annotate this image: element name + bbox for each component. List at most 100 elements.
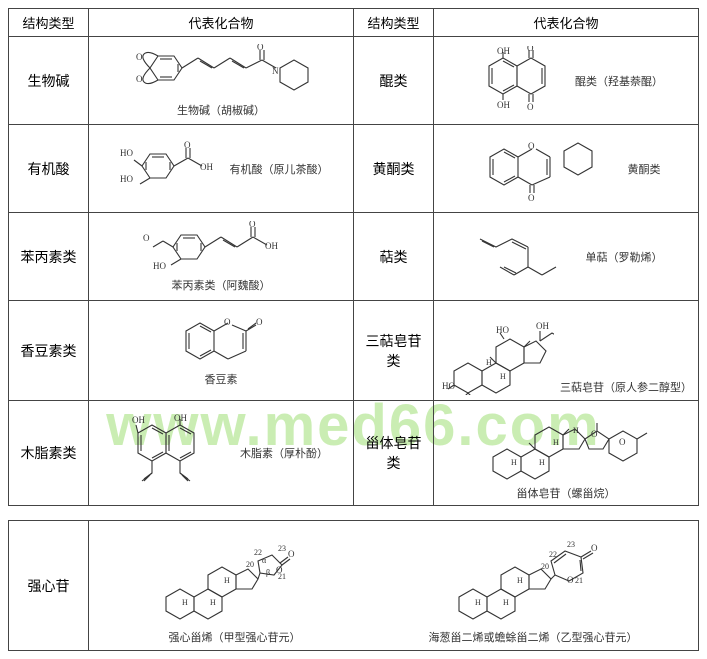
header-type-2: 结构类型 <box>354 9 434 37</box>
svg-text:O: O <box>288 549 295 559</box>
row-alkaloid-quinone: 生物碱 O O <box>9 37 699 125</box>
svg-text:H: H <box>182 598 188 607</box>
compound-magnolol: OH OH 木脂素（厚朴酚） <box>89 401 354 506</box>
row-phenylpropanoid-terpene: 苯丙素类 O <box>9 213 699 301</box>
svg-text:O: O <box>249 221 256 229</box>
caption-cardenolide: 强心甾烯（甲型强心苷元） <box>169 629 301 645</box>
structure-coumarin-svg: O O <box>166 315 276 369</box>
caption-ocimene: 单萜（罗勒烯） <box>586 249 663 265</box>
type-lignan: 木脂素类 <box>9 401 89 506</box>
type-phenylpropanoid: 苯丙素类 <box>9 213 89 301</box>
svg-text:H: H <box>486 358 492 367</box>
structure-cardenolide-svg: H H H O O <box>150 527 320 627</box>
compound-protopanaxadiol: HO HO OH H H <box>434 301 699 401</box>
caption-naphthoquinone: 醌类（羟基萘醌） <box>575 73 663 89</box>
svg-text:OH: OH <box>174 413 187 423</box>
svg-text:22: 22 <box>254 548 262 557</box>
structure-table-1: 结构类型 代表化合物 结构类型 代表化合物 生物碱 <box>8 8 699 506</box>
row-coumarin-triterpenoid: 香豆素类 O <box>9 301 699 401</box>
svg-text:23: 23 <box>278 544 286 553</box>
type-coumarin: 香豆素类 <box>9 301 89 401</box>
structure-table-2: 强心苷 H H H <box>8 520 699 651</box>
svg-text:O: O <box>256 317 263 327</box>
svg-text:O: O <box>528 193 535 201</box>
svg-text:β: β <box>266 568 270 577</box>
row-lignan-steroid: 木脂素类 OH OH <box>9 401 699 506</box>
svg-text:H: H <box>210 598 216 607</box>
caption-protocatechuic: 有机酸（原儿茶酸） <box>230 161 329 177</box>
type-steroid-saponin: 甾体皂苷类 <box>354 401 434 506</box>
compound-cardiac-glycoside: H H H O O <box>89 521 699 651</box>
compound-piperine: O O O <box>89 37 354 125</box>
svg-text:H: H <box>511 458 517 467</box>
structure-ferulic-svg: O HO O O <box>141 221 301 275</box>
svg-text:OH: OH <box>200 162 213 172</box>
structure-spirostane-svg: O O H H H H <box>481 405 651 483</box>
row-cardiac-glycoside: 强心苷 H H H <box>9 521 699 651</box>
caption-ferulic: 苯丙素类（阿魏酸） <box>172 277 271 293</box>
svg-text:HO: HO <box>120 174 133 184</box>
compound-flavone: O O <box>434 125 699 213</box>
type-organic-acid: 有机酸 <box>9 125 89 213</box>
svg-text:21: 21 <box>575 576 583 585</box>
row-organicacid-flavonoid: 有机酸 HO HO <box>9 125 699 213</box>
svg-text:H: H <box>503 598 509 607</box>
svg-text:22: 22 <box>549 550 557 559</box>
svg-text:O: O <box>143 233 150 243</box>
svg-text:OH: OH <box>536 321 549 331</box>
svg-text:OH: OH <box>497 100 510 110</box>
svg-text:H: H <box>539 458 545 467</box>
svg-text:21: 21 <box>278 572 286 581</box>
svg-text:HO: HO <box>496 325 509 335</box>
compound-coumarin: O O 香豆素 <box>89 301 354 401</box>
type-terpene: 萜类 <box>354 213 434 301</box>
svg-text:OH: OH <box>265 241 278 251</box>
type-cardiac-glycoside: 强心苷 <box>9 521 89 651</box>
structure-flavone-svg: O O <box>472 137 622 201</box>
svg-text:H: H <box>475 598 481 607</box>
structure-naphthoquinone-svg: O O OH OH <box>469 46 569 116</box>
svg-text:O: O <box>591 543 598 553</box>
svg-text:O: O <box>619 437 626 447</box>
caption-coumarin: 香豆素 <box>205 371 238 387</box>
svg-text:H: H <box>500 372 506 381</box>
structure-ppd-svg: HO HO OH H H <box>440 307 554 395</box>
caption-magnolol: 木脂素（厚朴酚） <box>240 445 328 461</box>
header-type-1: 结构类型 <box>9 9 89 37</box>
svg-text:OH: OH <box>497 46 510 56</box>
svg-text:O: O <box>528 141 535 151</box>
header-row: 结构类型 代表化合物 结构类型 代表化合物 <box>9 9 699 37</box>
header-compound-2: 代表化合物 <box>434 9 699 37</box>
compound-ferulic: O HO O O <box>89 213 354 301</box>
type-alkaloid: 生物碱 <box>9 37 89 125</box>
caption-ppd: 三萜皂苷（原人参二醇型） <box>560 379 692 395</box>
svg-text:H: H <box>573 426 579 435</box>
compound-spirostane: O O H H H H <box>434 401 699 506</box>
svg-text:O: O <box>527 102 534 112</box>
caption-flavone: 黄酮类 <box>628 161 661 177</box>
svg-text:H: H <box>553 438 559 447</box>
caption-piperine: 生物碱（胡椒碱） <box>177 102 265 118</box>
structure-piperine-svg: O O O <box>126 44 316 100</box>
structure-bufadienolide-svg: H H H O O <box>443 527 623 627</box>
svg-text:N: N <box>272 66 279 76</box>
svg-text:OH: OH <box>132 415 145 425</box>
structure-ocimene-svg <box>470 227 580 287</box>
svg-text:O: O <box>184 140 191 150</box>
svg-text:O: O <box>136 52 143 62</box>
svg-text:O: O <box>257 44 264 52</box>
svg-text:20: 20 <box>541 562 549 571</box>
compound-ocimene: 单萜（罗勒烯） <box>434 213 699 301</box>
svg-text:H: H <box>517 576 523 585</box>
svg-text:O: O <box>136 74 143 84</box>
svg-text:H: H <box>224 576 230 585</box>
structure-protocatechuic-svg: HO HO O OH <box>114 138 224 200</box>
compound-naphthoquinone: O O OH OH 醌类（羟基萘醌） <box>434 37 699 125</box>
svg-text:O: O <box>224 317 231 327</box>
type-triterpenoid-saponin: 三萜皂苷类 <box>354 301 434 401</box>
svg-text:20: 20 <box>246 560 254 569</box>
type-flavonoid: 黄酮类 <box>354 125 434 213</box>
compound-protocatechuic: HO HO O OH 有机酸（原儿茶酸） <box>89 125 354 213</box>
type-quinone: 醌类 <box>354 37 434 125</box>
svg-text:HO: HO <box>153 261 166 271</box>
